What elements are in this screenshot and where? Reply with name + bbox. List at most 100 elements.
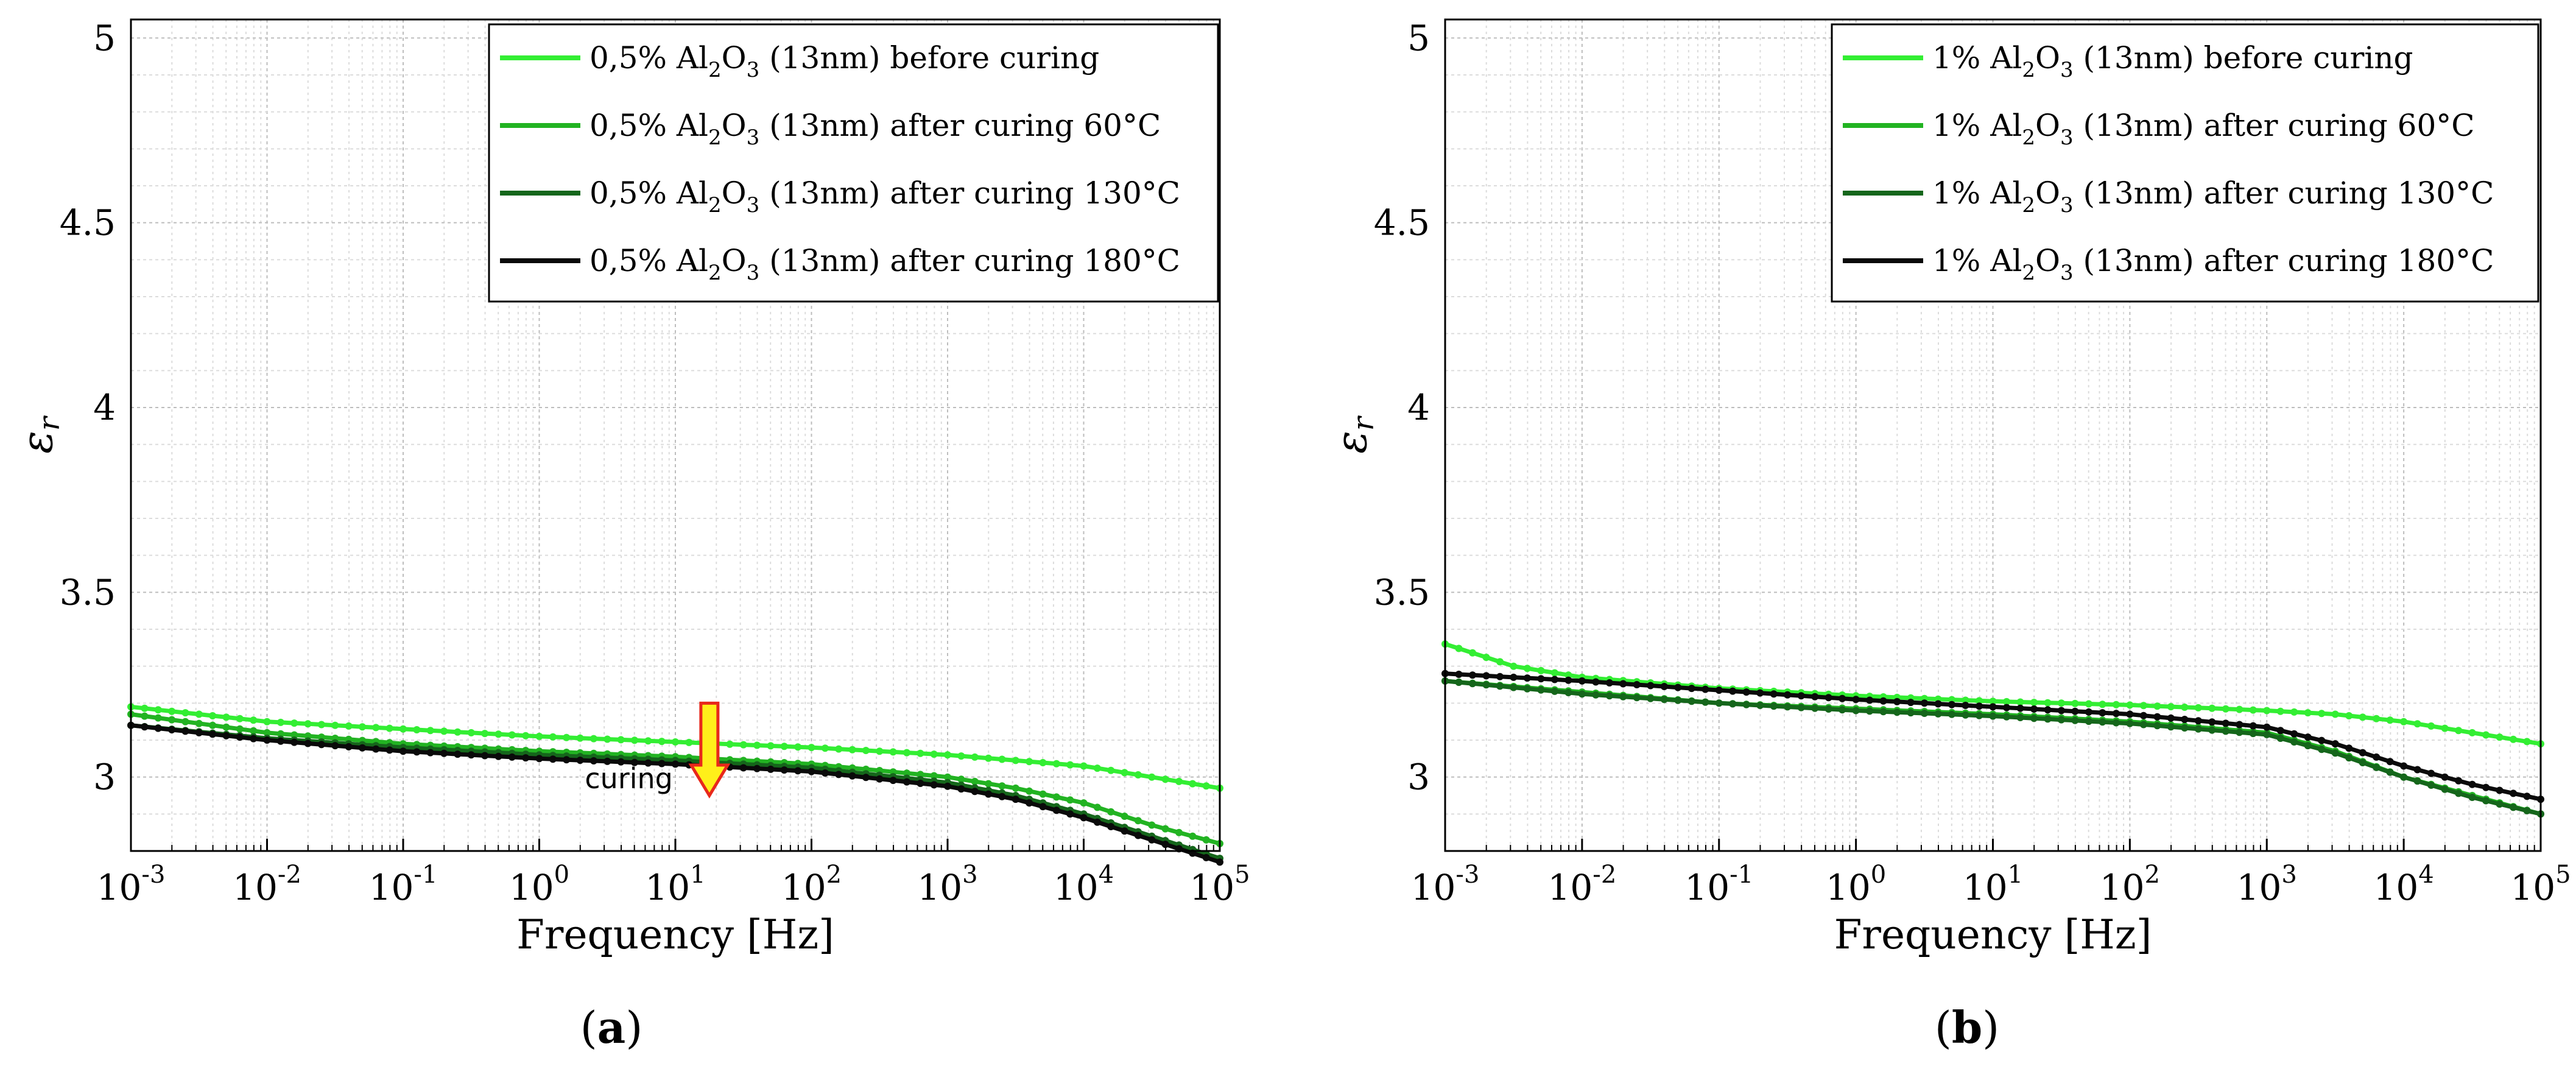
data-point: [195, 710, 203, 718]
data-point: [1026, 787, 1033, 795]
data-point: [2249, 706, 2257, 714]
data-point: [1948, 701, 1955, 708]
data-point: [1039, 759, 1047, 766]
data-point: [1093, 818, 1101, 826]
chart-panel-b: 3 3.5 4 4.5 5 10-3 10-2 10-1 100 101 102 103 104 105 F…: [1326, 17, 2571, 1053]
data-point: [1012, 757, 1019, 764]
data-point: [209, 712, 217, 719]
data-point: [1962, 702, 1969, 709]
data-point: [2139, 721, 2147, 729]
data-point: [2455, 789, 2463, 797]
data-point: [222, 713, 230, 721]
data-point: [2496, 786, 2504, 794]
data-point: [2222, 705, 2229, 713]
data-point: [304, 720, 312, 728]
legend-box: [488, 23, 1219, 303]
legend-item: 1% Al2O3 (13nm) after curing 130°C: [1843, 175, 2494, 217]
data-point: [1784, 691, 1792, 699]
data-point: [2441, 773, 2449, 781]
data-point: [576, 757, 584, 764]
axes-frame: [1444, 18, 2542, 852]
data-point: [1564, 689, 1572, 696]
data-point: [2482, 783, 2490, 791]
data-point: [685, 738, 693, 746]
data-point: [2194, 725, 2202, 733]
legend-label: 1% Al2O3 (13nm) after curing 60°C: [1932, 108, 2475, 150]
data-point: [848, 772, 856, 780]
data-point: [1633, 681, 1641, 688]
data-point: [1107, 808, 1115, 816]
data-point: [2359, 759, 2367, 766]
data-point: [2085, 708, 2092, 716]
data-point: [1052, 793, 1060, 801]
data-point: [1469, 680, 1476, 688]
data-point: [2496, 800, 2504, 808]
data-point: [250, 716, 258, 724]
data-point: [2057, 716, 2065, 724]
data-point: [2003, 697, 2010, 705]
data-point: [1852, 707, 1860, 715]
data-point: [2099, 701, 2106, 708]
data-point: [903, 778, 910, 786]
data-point: [2468, 780, 2476, 788]
data-point: [658, 760, 666, 768]
data-point: [1121, 827, 1128, 835]
data-point: [481, 752, 489, 760]
data-point: [236, 715, 244, 722]
data-point: [1066, 810, 1074, 818]
data-point: [1907, 699, 1915, 707]
data-point: [2386, 768, 2394, 776]
data-point: [2510, 735, 2517, 743]
data-point: [2345, 712, 2353, 719]
data-point: [944, 782, 951, 790]
data-point: [1121, 813, 1128, 820]
data-point: [1455, 671, 1463, 678]
y-tick-label: 3: [93, 757, 116, 798]
data-point: [209, 721, 217, 729]
data-point: [1674, 683, 1682, 691]
data-point: [454, 728, 462, 736]
data-point: [1770, 702, 1778, 710]
data-point: [1080, 799, 1088, 807]
data-point: [1674, 696, 1682, 704]
data-point: [2249, 730, 2257, 738]
x-tick-label: 101: [1963, 861, 2023, 908]
data-point: [1893, 708, 1901, 716]
data-point: [1080, 762, 1088, 770]
data-point: [2044, 715, 2052, 723]
curing-annotation: curing: [585, 701, 731, 799]
data-point: [2167, 723, 2175, 731]
panel-label: (b): [1935, 1001, 2000, 1053]
curing-label: curing: [585, 762, 673, 795]
data-point: [957, 775, 965, 783]
series-4: [1441, 669, 2544, 803]
data-point: [1619, 693, 1627, 701]
x-axis-label: Frequency [Hz]: [1834, 911, 2152, 958]
data-point: [1811, 704, 1819, 712]
data-point: [2413, 766, 2421, 774]
data-point: [2208, 726, 2216, 734]
data-point: [2208, 704, 2216, 712]
data-point: [290, 719, 298, 727]
data-point: [426, 727, 434, 735]
data-point: [522, 732, 530, 739]
data-point: [2139, 711, 2147, 719]
data-point: [808, 768, 815, 775]
axes-frame: [130, 18, 1221, 852]
data-point: [2386, 758, 2394, 766]
data-point: [971, 753, 979, 761]
data-point: [617, 758, 625, 766]
data-point: [399, 725, 407, 733]
data-point: [903, 769, 910, 777]
data-point: [154, 706, 162, 714]
data-point: [1907, 709, 1915, 717]
legend-label: 0,5% Al2O3 (13nm) after curing 60°C: [589, 108, 1161, 150]
x-tick-label: 100: [509, 861, 569, 908]
data-point: [1839, 706, 1846, 714]
data-point: [2400, 718, 2408, 725]
data-point: [2510, 789, 2517, 797]
data-point: [1729, 687, 1737, 695]
data-point: [1701, 685, 1709, 693]
data-point: [739, 764, 747, 772]
x-tick-label: 10-2: [233, 861, 301, 908]
